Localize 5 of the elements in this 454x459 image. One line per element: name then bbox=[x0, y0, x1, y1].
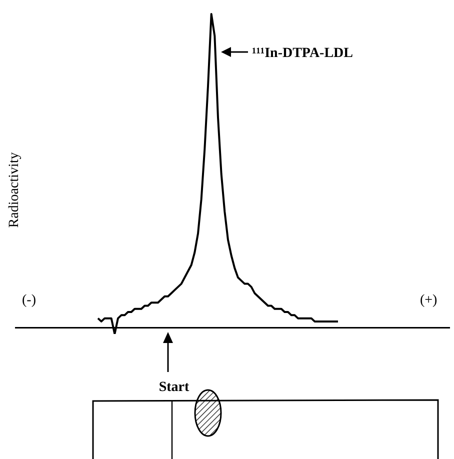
text: (-) bbox=[22, 293, 36, 308]
text: Start bbox=[158, 380, 190, 395]
text: (+) bbox=[420, 293, 438, 308]
annotation: ¹¹¹In-DTPA-LDL bbox=[252, 46, 354, 61]
text: Radioactivity bbox=[7, 152, 22, 228]
